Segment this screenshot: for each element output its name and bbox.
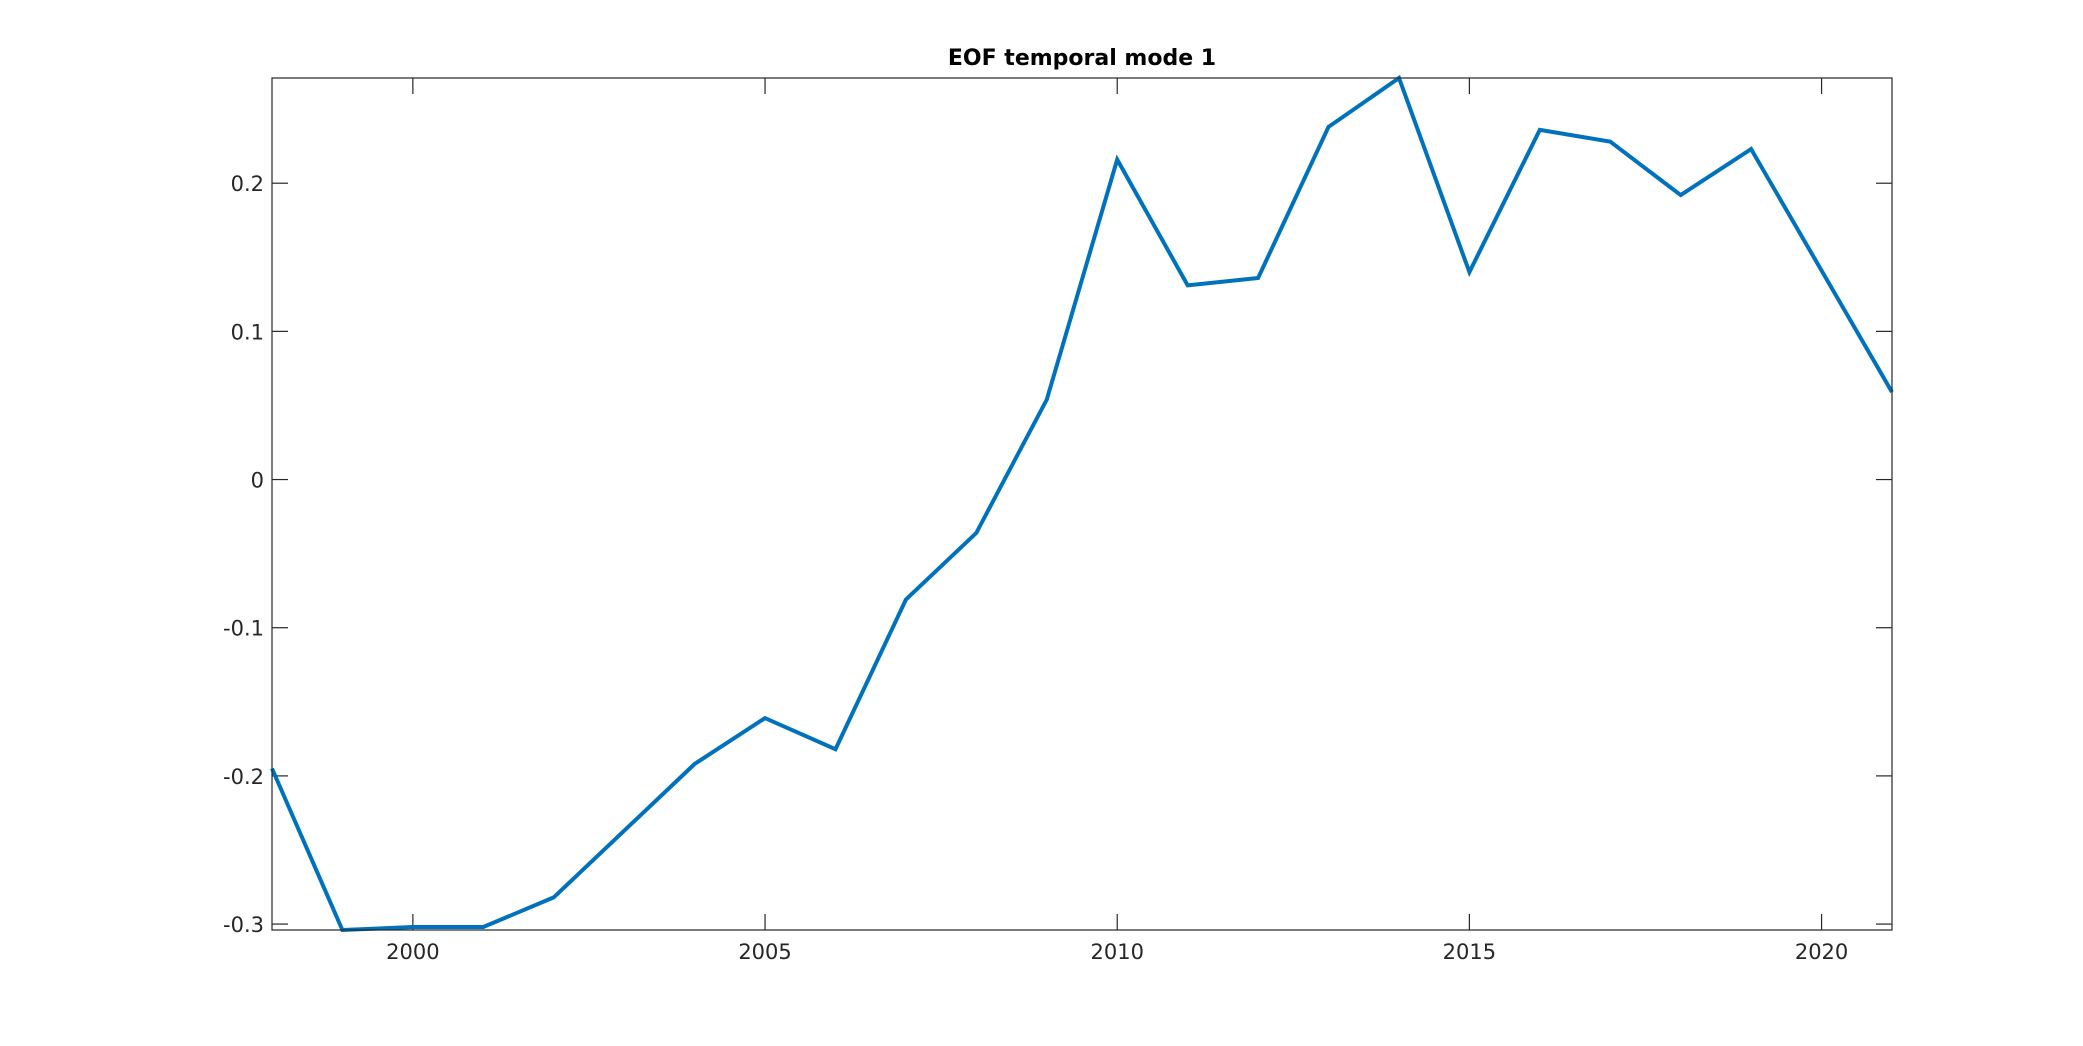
y-tick-label: -0.1 (223, 617, 264, 641)
data-point (1115, 157, 1119, 161)
data-point (693, 762, 697, 766)
plot-area (272, 78, 1892, 930)
y-tick-label: 0.1 (231, 320, 264, 344)
x-tick-label: 2015 (1443, 940, 1496, 964)
data-point (763, 716, 767, 720)
chart-title: EOF temporal mode 1 (948, 46, 1216, 71)
data-point (552, 895, 556, 899)
x-tick-label: 2020 (1795, 940, 1848, 964)
data-point (1679, 193, 1683, 197)
data-point (1820, 269, 1824, 273)
data-point (411, 925, 415, 929)
series-line (270, 74, 1894, 933)
data-point (1538, 128, 1542, 132)
data-point (1327, 125, 1331, 129)
data-point (833, 747, 837, 751)
data-point (974, 531, 978, 535)
y-tick-label: 0.2 (231, 172, 264, 196)
data-point (1608, 140, 1612, 144)
axes-box (271, 77, 1893, 931)
y-axis-ticks: -0.3 -0.2 -0.1 0 0.1 0.2 (223, 172, 1892, 937)
x-tick-label: 2005 (738, 940, 791, 964)
x-axis-ticks: 2000 2005 2010 2015 2020 (386, 78, 1848, 964)
data-point (622, 829, 626, 833)
y-tick-label: 0 (251, 469, 264, 493)
data-point (1045, 398, 1049, 402)
x-tick-label: 2010 (1090, 940, 1143, 964)
data-point (1467, 270, 1471, 274)
data-point (904, 598, 908, 602)
series-layer (270, 74, 1894, 933)
data-point (1186, 283, 1190, 287)
y-tick-label: -0.2 (223, 765, 264, 789)
data-point (1256, 276, 1260, 280)
data-point (481, 925, 485, 929)
y-tick-label: -0.3 (223, 913, 264, 937)
x-tick-label: 2000 (386, 940, 439, 964)
data-point (1749, 147, 1753, 151)
